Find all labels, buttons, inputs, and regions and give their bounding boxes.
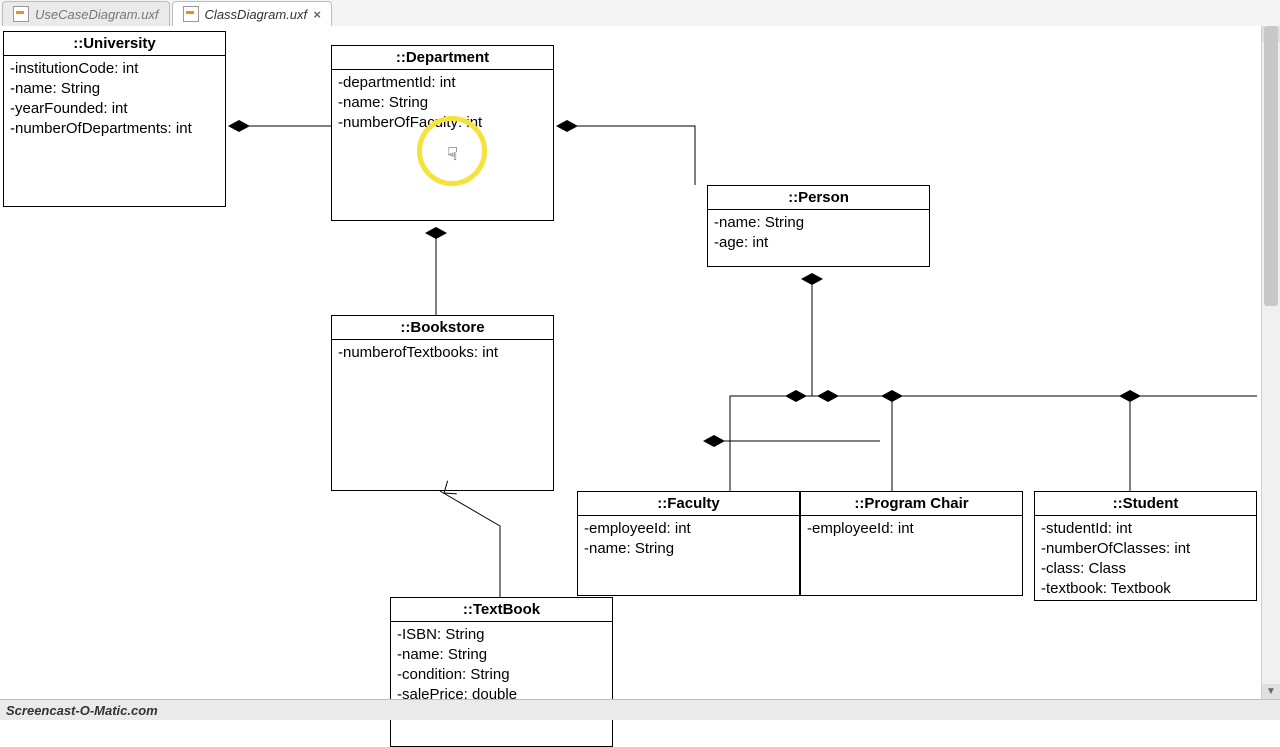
class-attrs: -numberofTextbooks: int xyxy=(332,340,553,366)
class-faculty[interactable]: ::Faculty-employeeId: int-name: String xyxy=(577,491,800,596)
class-attr: -name: String xyxy=(397,645,606,665)
class-attr: -condition: String xyxy=(397,665,606,685)
status-bar: Screencast-O-Matic.com xyxy=(0,699,1280,720)
class-attrs: -name: String-age: int xyxy=(708,210,929,256)
class-programchair[interactable]: ::Program Chair-employeeId: int xyxy=(800,491,1023,596)
class-attr: -employeeId: int xyxy=(807,519,1016,539)
class-title: ::Bookstore xyxy=(332,316,553,340)
class-attr: -institutionCode: int xyxy=(10,59,219,79)
close-icon[interactable]: × xyxy=(313,7,321,22)
class-department[interactable]: ::Department-departmentId: int-name: Str… xyxy=(331,45,554,221)
watermark-text: Screencast-O-Matic.com xyxy=(6,703,158,718)
class-attr: -name: String xyxy=(10,79,219,99)
class-attrs: -ISBN: String-name: String-condition: St… xyxy=(391,622,612,708)
class-attr: -employeeId: int xyxy=(584,519,793,539)
class-attr: -textbook: Textbook xyxy=(1041,579,1250,599)
tab-bar: UseCaseDiagram.uxf ClassDiagram.uxf × xyxy=(0,0,1280,27)
class-title: ::University xyxy=(4,32,225,56)
class-attrs: -employeeId: int xyxy=(801,516,1022,542)
vertical-scrollbar[interactable]: ▲ ▼ xyxy=(1261,26,1280,700)
class-attrs: -studentId: int-numberOfClasses: int-cla… xyxy=(1035,516,1256,602)
class-attr: -name: String xyxy=(338,93,547,113)
class-attr: -numberofTextbooks: int xyxy=(338,343,547,363)
class-attr: -numberOfClasses: int xyxy=(1041,539,1250,559)
class-attr: -studentId: int xyxy=(1041,519,1250,539)
class-title: ::Student xyxy=(1035,492,1256,516)
file-icon xyxy=(13,6,29,22)
tab-classdiagram[interactable]: ClassDiagram.uxf × xyxy=(172,1,332,26)
tab-label: ClassDiagram.uxf xyxy=(205,7,308,22)
class-attrs: -institutionCode: int-name: String-yearF… xyxy=(4,56,225,142)
tab-label: UseCaseDiagram.uxf xyxy=(35,7,159,22)
class-attr: -name: String xyxy=(584,539,793,559)
class-title: ::Person xyxy=(708,186,929,210)
scroll-down-icon[interactable]: ▼ xyxy=(1262,684,1280,700)
tab-usecase[interactable]: UseCaseDiagram.uxf xyxy=(2,1,170,26)
class-textbook[interactable]: ::TextBook-ISBN: String-name: String-con… xyxy=(390,597,613,747)
class-title: ::TextBook xyxy=(391,598,612,622)
class-title: ::Program Chair xyxy=(801,492,1022,516)
class-attr: -numberOfFaculty: int xyxy=(338,113,547,133)
diagram-canvas[interactable]: ::University-institutionCode: int-name: … xyxy=(0,26,1262,700)
class-person[interactable]: ::Person-name: String-age: int xyxy=(707,185,930,267)
class-university[interactable]: ::University-institutionCode: int-name: … xyxy=(3,31,226,207)
class-attrs: -employeeId: int-name: String xyxy=(578,516,799,562)
class-attr: -ISBN: String xyxy=(397,625,606,645)
scroll-thumb[interactable] xyxy=(1264,26,1278,306)
class-attr: -age: int xyxy=(714,233,923,253)
class-attr: -name: String xyxy=(714,213,923,233)
class-title: ::Department xyxy=(332,46,553,70)
class-attr: -yearFounded: int xyxy=(10,99,219,119)
class-bookstore[interactable]: ::Bookstore-numberofTextbooks: int xyxy=(331,315,554,491)
class-student[interactable]: ::Student-studentId: int-numberOfClasses… xyxy=(1034,491,1257,601)
class-attr: -departmentId: int xyxy=(338,73,547,93)
class-attr: -class: Class xyxy=(1041,559,1250,579)
class-attr: -numberOfDepartments: int xyxy=(10,119,219,139)
class-title: ::Faculty xyxy=(578,492,799,516)
file-icon xyxy=(183,6,199,22)
class-attrs: -departmentId: int-name: String-numberOf… xyxy=(332,70,553,136)
